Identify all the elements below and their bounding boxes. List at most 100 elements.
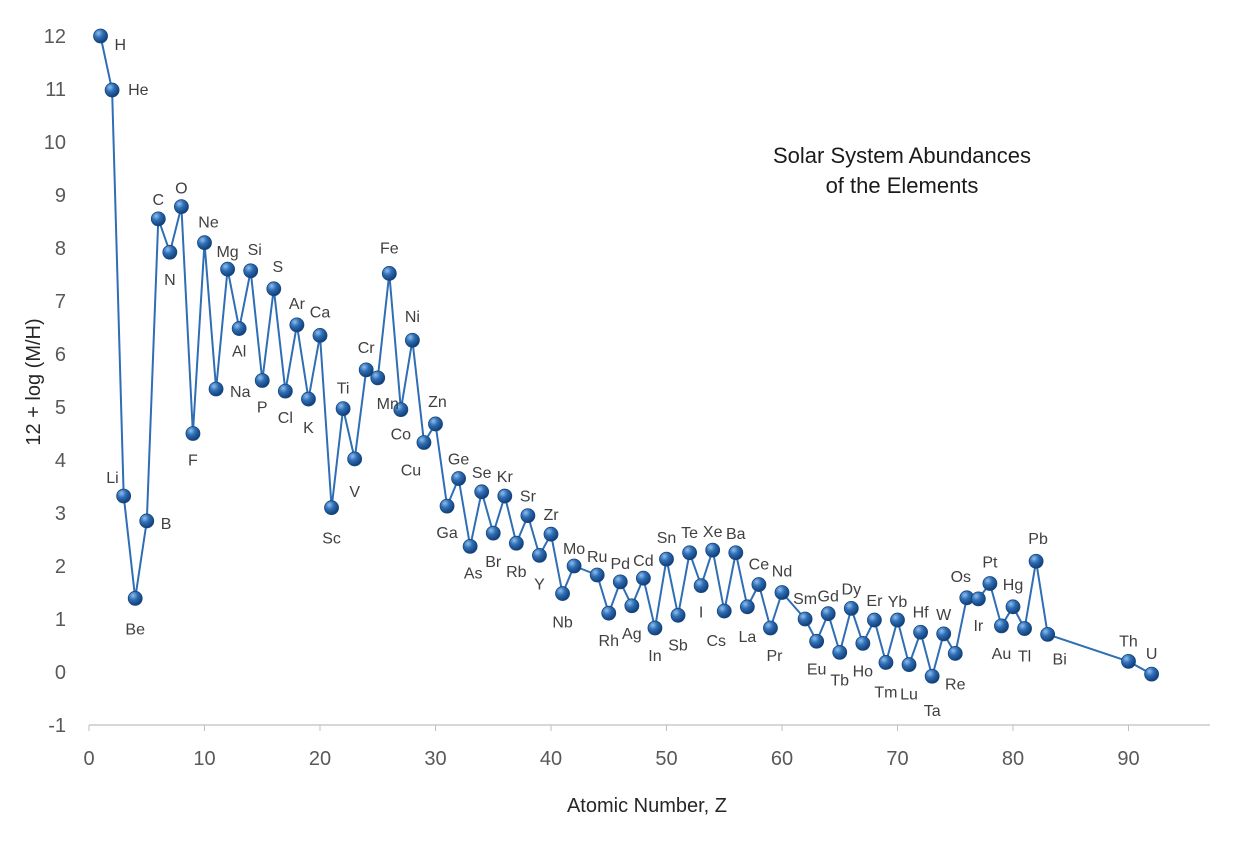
- data-point-h: [93, 28, 108, 44]
- element-label-bi: Bi: [1053, 651, 1067, 668]
- element-label-f: F: [188, 453, 198, 470]
- element-label-gd: Gd: [818, 589, 839, 606]
- element-label-th: Th: [1119, 633, 1138, 650]
- x-tick-label: 20: [309, 748, 331, 770]
- data-point-rb: [508, 535, 524, 551]
- element-label-ho: Ho: [853, 663, 874, 680]
- x-tick-label: 80: [1002, 748, 1024, 770]
- data-point-ga: [439, 498, 455, 514]
- data-point-u: [1144, 666, 1159, 682]
- y-tick-label: 0: [55, 662, 66, 684]
- x-tick-label: 40: [540, 748, 562, 770]
- data-point-ba: [728, 545, 744, 561]
- data-point-bi: [1040, 626, 1056, 642]
- y-axis-title: 12 + log (M/H): [23, 318, 45, 445]
- data-point-ne: [197, 235, 212, 251]
- data-point-w: [936, 626, 952, 642]
- data-point-zn: [428, 416, 443, 432]
- element-label-al: Al: [232, 344, 246, 361]
- data-point-dy: [843, 601, 859, 616]
- data-point-be: [127, 590, 143, 606]
- element-label-ge: Ge: [448, 452, 469, 469]
- x-tick-label: 90: [1117, 748, 1139, 770]
- chart-title-line-2: of the Elements: [826, 173, 979, 198]
- element-label-fe: Fe: [380, 240, 399, 257]
- data-point-xe: [705, 542, 721, 558]
- data-point-te: [682, 545, 697, 561]
- data-point-gd: [820, 606, 836, 622]
- data-point-b: [139, 513, 155, 529]
- element-label-pb: Pb: [1028, 531, 1048, 548]
- data-point-rh: [601, 605, 617, 621]
- y-tick-label: 11: [45, 79, 66, 101]
- data-point-kr: [497, 488, 513, 504]
- element-label-re: Re: [945, 676, 966, 693]
- y-tick-label: 2: [55, 556, 66, 578]
- element-label-o: O: [175, 181, 187, 198]
- element-label-sn: Sn: [657, 530, 677, 547]
- element-label-k: K: [303, 420, 314, 437]
- y-tick-label: 7: [55, 291, 66, 313]
- data-point-au: [994, 618, 1009, 634]
- data-point-hf: [913, 624, 928, 640]
- element-label-yb: Yb: [888, 594, 908, 611]
- element-label-dy: Dy: [842, 581, 862, 598]
- data-point-ta: [924, 668, 940, 684]
- data-point-cu: [416, 435, 432, 450]
- element-label-tm: Tm: [874, 684, 897, 701]
- x-tick-label: 0: [83, 748, 94, 770]
- element-label-cl: Cl: [278, 410, 293, 427]
- data-point-co: [393, 402, 409, 418]
- element-label-cd: Cd: [633, 553, 653, 570]
- element-label-ta: Ta: [924, 703, 941, 720]
- element-label-tb: Tb: [830, 672, 849, 689]
- x-tick-label: 60: [771, 748, 793, 770]
- data-point-ag: [624, 598, 640, 614]
- data-point-ru: [589, 567, 605, 583]
- data-point-i: [693, 578, 709, 594]
- element-label-ba: Ba: [726, 526, 746, 543]
- element-label-cs: Cs: [706, 633, 726, 650]
- data-point-ca: [312, 328, 328, 343]
- element-label-pd: Pd: [611, 556, 631, 573]
- data-point-in: [647, 620, 663, 636]
- data-point-la: [739, 599, 755, 615]
- element-label-ne: Ne: [198, 215, 219, 232]
- element-label-li: Li: [106, 470, 118, 487]
- data-point-si: [243, 263, 259, 279]
- data-point-li: [116, 488, 132, 504]
- element-label-sb: Sb: [668, 637, 688, 654]
- element-label-mg: Mg: [216, 244, 238, 261]
- element-label-kr: Kr: [497, 469, 514, 486]
- data-point-sn: [659, 551, 674, 567]
- element-label-he: He: [128, 82, 149, 99]
- data-point-cd: [636, 570, 651, 586]
- data-point-n: [162, 244, 178, 260]
- element-label-pt: Pt: [982, 554, 998, 571]
- element-label-b: B: [161, 516, 172, 533]
- y-tick-label: 9: [55, 185, 66, 207]
- data-point-zr: [543, 526, 559, 542]
- data-point-lu: [901, 657, 917, 672]
- data-point-br: [485, 525, 501, 541]
- data-point-pt: [982, 576, 998, 591]
- data-point-nd: [774, 585, 790, 600]
- data-point-hg: [1005, 599, 1021, 615]
- data-point-ge: [451, 471, 467, 486]
- element-label-br: Br: [485, 554, 502, 571]
- element-label-au: Au: [992, 646, 1012, 663]
- data-markers: [93, 28, 1159, 684]
- element-label-ca: Ca: [310, 304, 331, 321]
- data-point-pd: [612, 574, 628, 590]
- data-point-c: [150, 211, 166, 227]
- data-point-he: [104, 82, 120, 98]
- data-point-sb: [670, 607, 686, 623]
- data-point-nb: [555, 586, 570, 601]
- element-label-hf: Hf: [913, 604, 930, 621]
- element-label-pr: Pr: [766, 648, 783, 665]
- data-point-s: [266, 281, 282, 297]
- element-label-y: Y: [534, 576, 545, 593]
- data-point-pr: [763, 620, 778, 636]
